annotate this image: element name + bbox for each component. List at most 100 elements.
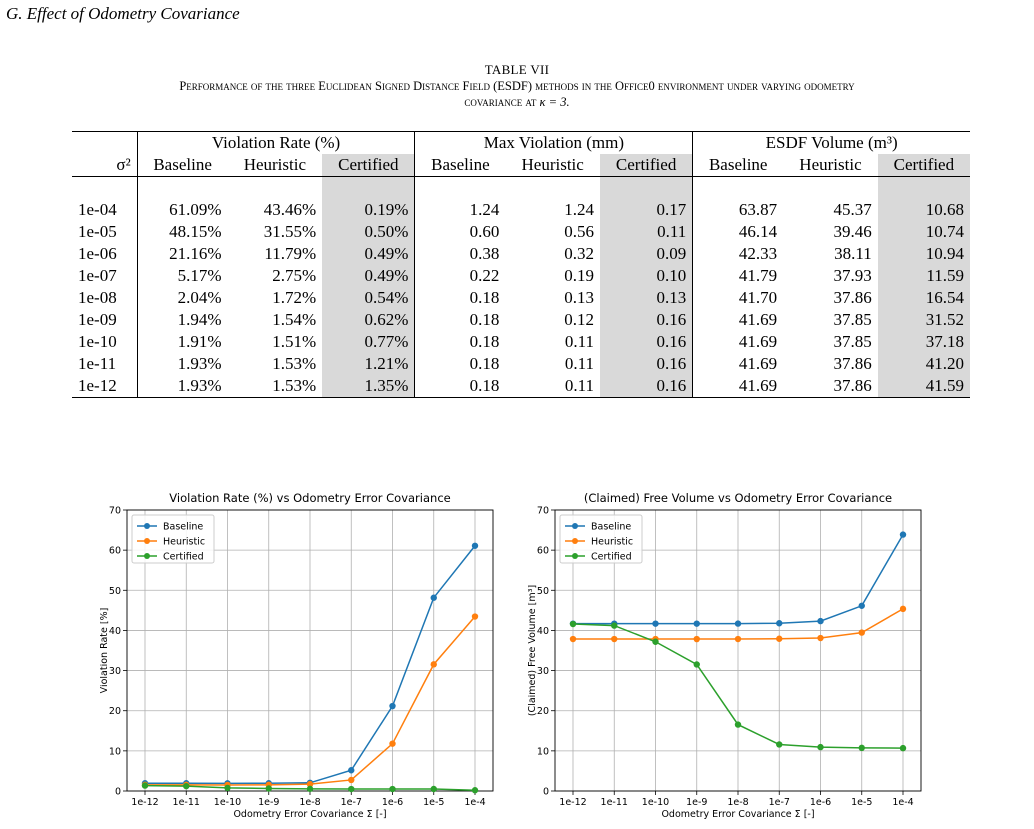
legend-label: Baseline [591, 522, 631, 533]
x-tick-label: 1e-11 [601, 797, 628, 808]
x-tick-label: 1e-10 [214, 797, 241, 808]
data-point-heuristic [899, 605, 907, 613]
table-cell: 1.54% [272, 310, 317, 329]
table-cell: 0.32 [564, 244, 594, 263]
data-point-certified [306, 785, 314, 793]
table-cell: 0.13 [564, 288, 594, 307]
table-cell: 31.55% [263, 222, 317, 241]
table-row: 1e-07 5.17% 2.75% 0.49% 0.22 0.19 0.10 41.79 37.… [72, 265, 970, 287]
col-header: Certified [599, 154, 693, 177]
data-point-certified [693, 661, 700, 668]
table-cell: 37.85 [833, 310, 872, 329]
performance-table: Violation Rate (%) Max Violation (mm) ES… [72, 131, 970, 398]
table-cell: 0.16 [599, 309, 693, 331]
table-cell: 0.11 [599, 221, 693, 243]
y-tick-label: 50 [537, 586, 549, 597]
data-point-baseline [817, 617, 824, 625]
x-tick-label: 1e-9 [686, 797, 707, 808]
col-header: Baseline [136, 154, 228, 177]
table-cell: 21.16% [136, 243, 228, 265]
legend-box [559, 514, 643, 564]
sigma-cell: 1e-09 [78, 310, 117, 329]
table-caption-line1: Performance of the three Euclidean Signe… [179, 79, 855, 93]
y-axis-label: Violation Rate [%] [100, 608, 110, 694]
table-cell: 0.11 [564, 354, 594, 373]
table-cell: 10.94 [877, 243, 970, 265]
data-point-baseline [693, 620, 700, 627]
table-cell: 0.09 [599, 243, 693, 265]
table-cell: 1.72% [272, 288, 317, 307]
table-cell: 1.53% [272, 354, 317, 373]
data-point-certified [734, 721, 742, 728]
chart-title: Violation Rate (%) vs Odometry Error Cov… [169, 491, 450, 505]
table-caption-kappa: κ = 3. [539, 95, 570, 109]
chart-title: (Claimed) Free Volume vs Odometry Error … [584, 491, 892, 505]
col-header: Baseline [414, 154, 506, 177]
table-cell: 41.69 [692, 375, 784, 398]
data-point-heuristic [776, 635, 783, 642]
y-tick-label: 20 [537, 706, 549, 717]
data-point-certified [569, 620, 577, 628]
sigma-cell: 1e-04 [78, 200, 117, 219]
x-tick-label: 1e-5 [851, 797, 872, 808]
table-cell: 0.18 [414, 287, 506, 309]
x-tick-label: 1e-11 [173, 797, 200, 808]
table-cell: 48.15% [136, 221, 228, 243]
x-tick-label: 1e-10 [642, 797, 669, 808]
y-axis-label: (Claimed) Free Volume [m³] [528, 585, 538, 716]
data-point-heuristic [430, 661, 437, 668]
data-point-certified [817, 743, 824, 751]
data-point-certified [183, 782, 190, 790]
table-cell: 0.56 [564, 222, 594, 241]
table-row: 1e-06 21.16% 11.79% 0.49% 0.38 0.32 0.09 42.33 3… [72, 243, 970, 265]
y-tick-label: 60 [537, 546, 549, 557]
y-tick-label: 40 [537, 626, 549, 637]
table-cell: 0.10 [599, 265, 693, 287]
table-cell: 0.18 [414, 375, 506, 398]
y-tick-label: 70 [109, 506, 121, 517]
table-cell: 39.46 [833, 222, 872, 241]
legend-label: Heuristic [591, 537, 633, 548]
table-row: 1e-12 1.93% 1.53% 1.35% 0.18 0.11 0.16 41.69 37.… [72, 375, 970, 398]
table-row: 1e-10 1.91% 1.51% 0.77% 0.18 0.11 0.16 41.69 37.… [72, 331, 970, 353]
table-cell: 0.49% [322, 243, 415, 265]
col-header: Certified [322, 154, 415, 177]
table-caption: Performance of the three Euclidean Signe… [0, 78, 1034, 110]
data-point-heuristic [569, 635, 577, 643]
col-header: Heuristic [505, 154, 600, 177]
table-cell: 10.68 [877, 199, 970, 221]
data-point-heuristic [389, 740, 396, 747]
x-tick-label: 1e-8 [727, 797, 748, 808]
y-tick-label: 20 [109, 706, 121, 717]
data-point-certified [265, 785, 272, 792]
data-point-baseline [899, 531, 907, 538]
data-point-heuristic [611, 635, 618, 643]
table-cell: 10.74 [877, 221, 970, 243]
y-tick-label: 0 [543, 787, 549, 798]
free-volume-chart: (Claimed) Free Volume vs Odometry Error … [528, 491, 922, 820]
data-point-heuristic [693, 635, 700, 643]
table-cell: 41.59 [877, 375, 970, 398]
table-cell: 0.19 [564, 266, 594, 285]
legend-marker [144, 553, 150, 559]
group-header-max-violation: Max Violation (mm) [414, 131, 693, 154]
table-cell: 37.85 [833, 332, 872, 351]
table-cell: 5.17% [136, 265, 228, 287]
x-tick-label: 1e-4 [892, 797, 913, 808]
data-point-certified [389, 785, 396, 793]
table-cell: 2.04% [136, 287, 228, 309]
data-point-heuristic [306, 780, 314, 788]
col-header: Heuristic [227, 154, 323, 177]
data-point-baseline [348, 767, 355, 774]
table-caption-line2: covariance at [464, 95, 537, 109]
table-cell: 0.13 [599, 287, 693, 309]
legend-marker [572, 553, 578, 559]
data-point-baseline [734, 620, 742, 627]
data-point-certified [348, 785, 355, 793]
table-cell: 1.51% [272, 332, 317, 351]
x-tick-label: 1e-7 [341, 797, 362, 808]
data-point-certified [141, 782, 149, 789]
table-cell: 37.93 [833, 266, 872, 285]
x-tick-label: 1e-4 [464, 797, 485, 808]
legend-marker [572, 523, 578, 529]
